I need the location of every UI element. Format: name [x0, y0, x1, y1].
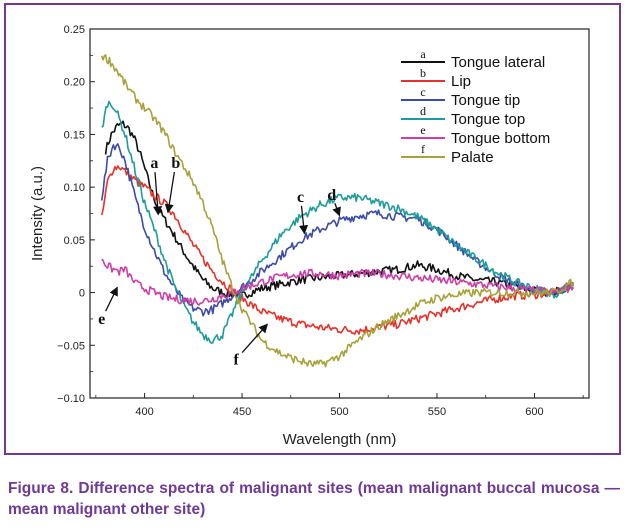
y-tick-label: 0.25 [64, 24, 85, 36]
spectra-chart: 400 450 500 550 600 −0.10 −0.05 0 0.05 0.10 0.15 0.… [29, 24, 590, 448]
legend-key-c: c [420, 85, 425, 99]
y-tick-label: −0.10 [57, 393, 85, 405]
x-axis-label: Wavelength (nm) [283, 431, 397, 448]
series-line-b [100, 165, 575, 335]
series-line-c [100, 143, 574, 317]
series-line-a [104, 120, 574, 299]
series-line-e [101, 258, 575, 306]
annotation-label-e: e [98, 311, 105, 328]
annotation-arrow-f [241, 323, 268, 353]
annotation-arrow-a [153, 172, 163, 216]
legend-key-b: b [420, 66, 426, 80]
x-tick-label: 450 [233, 406, 251, 418]
x-tick-label: 500 [330, 406, 348, 418]
annotation-label-c: c [297, 189, 304, 206]
annotation-label-f: f [234, 351, 240, 368]
y-tick-label: 0.10 [64, 182, 85, 194]
series-line-f [100, 54, 575, 368]
y-tick-label: −0.05 [57, 340, 85, 352]
plot-frame [89, 28, 590, 399]
y-axis-label: Intensity (a.u.) [29, 166, 46, 261]
annotation-arrow-c [299, 205, 309, 235]
annotation-arrow-d [332, 202, 341, 217]
legend-label-c: Tongue tip [451, 92, 520, 109]
y-tick-label: 0.15 [64, 129, 85, 141]
series-line-d [101, 100, 575, 344]
y-tick-label: 0.05 [64, 235, 85, 247]
annotation-label-b: b [171, 155, 180, 172]
annotation-label-a: a [150, 155, 158, 172]
legend-key-d: d [420, 104, 426, 118]
annotation-label-d: d [327, 187, 336, 204]
legend-label-f: Palate [451, 149, 494, 166]
legend-label-d: Tongue top [451, 111, 525, 128]
legend-key-f: f [421, 142, 425, 156]
x-tick-label: 600 [525, 406, 543, 418]
legend-label-a: Tongue lateral [451, 54, 545, 71]
legend-label-e: Tongue bottom [451, 130, 550, 147]
figure-frame: 400 450 500 550 600 −0.10 −0.05 0 0.05 0.10 0.15 0.… [4, 3, 621, 455]
annotation-arrow-b [164, 171, 176, 214]
figure-caption: Figure 8. Difference spectra of malignan… [8, 480, 620, 518]
y-tick-label: 0 [79, 288, 85, 300]
annotation-arrow-e [105, 286, 118, 312]
legend-key-a: a [420, 47, 426, 61]
legend-label-b: Lip [451, 73, 471, 90]
x-tick-label: 550 [428, 406, 446, 418]
y-tick-label: 0.20 [64, 77, 85, 89]
x-tick-label: 400 [135, 406, 153, 418]
legend-key-e: e [420, 123, 425, 137]
